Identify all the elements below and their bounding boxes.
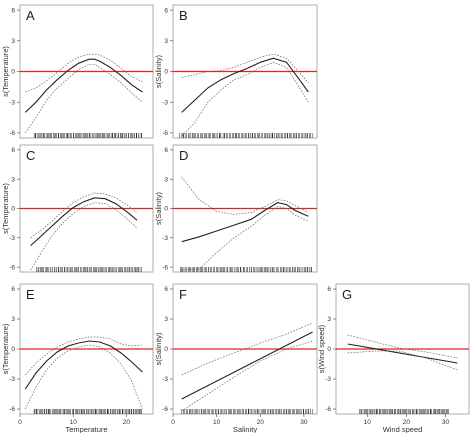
y-tick-label: 6 xyxy=(164,147,168,154)
y-tick-label: 6 xyxy=(11,286,15,293)
y-tick-label: 0 xyxy=(164,346,168,353)
y-tick-label: -6 xyxy=(9,130,15,137)
x-tick-label: 30 xyxy=(300,419,308,426)
y-tick-label: -3 xyxy=(325,376,331,383)
upper-confidence-line xyxy=(181,53,309,84)
panel-e: E -6 -3 0 3 6 0 10 20 s(Temperature) Temperature xyxy=(1,283,154,433)
y-tick-label: 3 xyxy=(11,38,15,45)
y-tick-label: -3 xyxy=(162,235,168,242)
panel-letter: F xyxy=(179,287,187,302)
upper-confidence-line xyxy=(181,322,313,376)
fitted-smooth-line xyxy=(24,340,143,390)
y-tick-label: 3 xyxy=(327,316,331,323)
fitted-smooth-line xyxy=(181,57,309,113)
fitted-smooth-line xyxy=(347,343,458,364)
lower-confidence-line xyxy=(181,340,313,412)
rug-marks xyxy=(180,267,312,272)
y-tick-label: 3 xyxy=(164,316,168,323)
x-tick-label: 20 xyxy=(257,419,265,426)
y-tick-label: -3 xyxy=(9,235,15,242)
x-tick-label: 10 xyxy=(213,419,221,426)
panel-f: F -6 -3 0 3 6 0 10 20 30 s(Salinity) Salinity xyxy=(154,283,318,433)
y-tick-label: 6 xyxy=(164,7,168,14)
x-tick-label: 0 xyxy=(171,419,175,426)
panel-letter: G xyxy=(342,287,352,302)
y-tick-label: 0 xyxy=(11,69,15,76)
y-axis-title: s(Temperature) xyxy=(1,46,10,97)
y-tick-label: 0 xyxy=(164,206,168,213)
panel-d: D -6 -3 0 3 6 s(Salinity) xyxy=(154,144,318,273)
y-tick-label: -3 xyxy=(9,376,15,383)
rug-marks xyxy=(33,409,142,414)
rug-marks xyxy=(33,133,142,138)
lower-confidence-line xyxy=(24,344,143,410)
y-tick-label: -6 xyxy=(325,406,331,413)
lower-confidence-line xyxy=(30,202,138,271)
fitted-smooth-line xyxy=(24,58,143,113)
panel-letter: B xyxy=(179,8,188,23)
upper-confidence-line xyxy=(30,192,138,239)
y-axis-title: s(Wind speed) xyxy=(317,324,326,373)
rug-marks xyxy=(36,267,142,272)
y-tick-label: 3 xyxy=(164,176,168,183)
fitted-smooth-line xyxy=(181,202,309,243)
x-tick-label: 30 xyxy=(442,419,450,426)
x-tick-label: 20 xyxy=(403,419,411,426)
y-tick-label: 0 xyxy=(11,206,15,213)
lower-confidence-line xyxy=(181,206,309,271)
x-axis-title: Wind speed xyxy=(383,425,423,433)
y-tick-label: -6 xyxy=(162,406,168,413)
fitted-smooth-line xyxy=(30,197,138,247)
y-tick-label: 3 xyxy=(11,176,15,183)
panel-a: A -6 -3 0 3 6 s(Temperature) xyxy=(1,4,154,139)
rug-marks xyxy=(181,409,313,414)
y-tick-label: -6 xyxy=(162,130,168,137)
rug-marks xyxy=(179,133,313,138)
x-axis-title: Temperature xyxy=(65,425,107,433)
y-tick-label: 0 xyxy=(164,69,168,76)
y-tick-label: 0 xyxy=(327,346,331,353)
upper-confidence-line xyxy=(347,334,458,359)
panel-letter: C xyxy=(26,148,35,163)
panel-letter: E xyxy=(26,287,35,302)
y-tick-label: 6 xyxy=(11,7,15,14)
x-axis-title: Salinity xyxy=(233,425,257,433)
y-tick-label: 6 xyxy=(11,147,15,154)
y-tick-label: -6 xyxy=(9,406,15,413)
y-tick-label: 6 xyxy=(164,286,168,293)
y-tick-label: -6 xyxy=(9,264,15,271)
y-axis-title: s(Temperature) xyxy=(1,183,10,234)
y-tick-label: 3 xyxy=(164,38,168,45)
panel-g: G -6 -3 0 3 6 10 20 30 s(Wind speed) Wind speed xyxy=(317,283,470,433)
upper-confidence-line xyxy=(25,336,143,376)
y-tick-label: 0 xyxy=(11,346,15,353)
x-tick-label: 10 xyxy=(364,419,372,426)
y-axis-title: s(Salinity) xyxy=(154,192,163,225)
lower-confidence-line xyxy=(347,350,458,371)
lower-confidence-line xyxy=(25,63,143,134)
y-tick-label: -3 xyxy=(162,99,168,106)
x-tick-label: 10 xyxy=(70,419,78,426)
x-tick-label: 0 xyxy=(18,419,22,426)
y-tick-label: 3 xyxy=(11,316,15,323)
y-tick-label: -3 xyxy=(9,99,15,106)
x-tick-label: 20 xyxy=(123,419,131,426)
y-axis-title: s(Salinity) xyxy=(154,55,163,88)
y-axis-title: s(Temperature) xyxy=(1,323,10,374)
y-axis-title: s(Salinity) xyxy=(154,332,163,365)
y-tick-label: 6 xyxy=(327,286,331,293)
fitted-smooth-line xyxy=(181,331,313,400)
upper-confidence-line xyxy=(25,53,143,93)
panel-c: C -6 -3 0 3 6 s(Temperature) xyxy=(1,144,154,273)
panel-b: B -6 -3 0 3 6 s(Salinity) xyxy=(154,4,318,139)
y-tick-label: -6 xyxy=(162,264,168,271)
panel-letter: A xyxy=(26,8,35,23)
rug-marks xyxy=(359,409,449,414)
y-tick-label: -3 xyxy=(162,376,168,383)
panel-letter: D xyxy=(179,148,188,163)
